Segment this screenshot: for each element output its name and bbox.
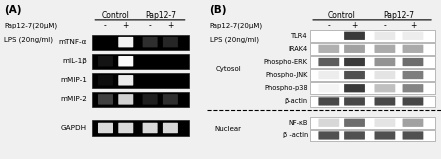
FancyBboxPatch shape bbox=[403, 97, 423, 106]
Bar bbox=[310, 117, 435, 128]
FancyBboxPatch shape bbox=[374, 45, 395, 53]
Text: Pap12-7: Pap12-7 bbox=[145, 11, 176, 20]
Text: Phospho-JNK: Phospho-JNK bbox=[265, 72, 308, 78]
Bar bbox=[310, 82, 435, 94]
FancyBboxPatch shape bbox=[374, 58, 395, 66]
FancyBboxPatch shape bbox=[118, 123, 133, 133]
FancyBboxPatch shape bbox=[344, 131, 365, 140]
FancyBboxPatch shape bbox=[344, 97, 365, 106]
FancyBboxPatch shape bbox=[344, 119, 365, 127]
Text: β -actin: β -actin bbox=[283, 132, 308, 138]
Text: mTNF-α: mTNF-α bbox=[59, 39, 87, 45]
Text: -: - bbox=[149, 21, 152, 31]
Text: Pap12-7: Pap12-7 bbox=[383, 11, 415, 20]
Bar bbox=[92, 35, 189, 50]
FancyBboxPatch shape bbox=[374, 84, 395, 92]
Text: -: - bbox=[104, 21, 107, 31]
FancyBboxPatch shape bbox=[118, 75, 133, 86]
FancyBboxPatch shape bbox=[344, 32, 365, 40]
FancyBboxPatch shape bbox=[98, 123, 113, 133]
FancyBboxPatch shape bbox=[403, 119, 423, 127]
FancyBboxPatch shape bbox=[163, 94, 178, 105]
FancyBboxPatch shape bbox=[318, 58, 339, 66]
Text: Cytosol: Cytosol bbox=[216, 66, 241, 72]
FancyBboxPatch shape bbox=[98, 75, 113, 86]
Text: Pap12-7(20μM): Pap12-7(20μM) bbox=[209, 22, 263, 29]
Text: Control: Control bbox=[102, 11, 130, 20]
FancyBboxPatch shape bbox=[344, 84, 365, 92]
Text: Control: Control bbox=[328, 11, 355, 20]
FancyBboxPatch shape bbox=[98, 94, 113, 105]
Text: -: - bbox=[384, 21, 386, 31]
FancyBboxPatch shape bbox=[403, 131, 423, 140]
FancyBboxPatch shape bbox=[142, 94, 157, 105]
Text: (B): (B) bbox=[209, 5, 227, 15]
Text: Phospho-p38: Phospho-p38 bbox=[264, 85, 308, 91]
Bar bbox=[310, 30, 435, 41]
FancyBboxPatch shape bbox=[98, 56, 113, 66]
FancyBboxPatch shape bbox=[403, 58, 423, 66]
Bar bbox=[310, 69, 435, 81]
FancyBboxPatch shape bbox=[142, 123, 157, 133]
Text: Pap12-7(20μM): Pap12-7(20μM) bbox=[4, 22, 57, 29]
FancyBboxPatch shape bbox=[118, 56, 133, 66]
FancyBboxPatch shape bbox=[374, 119, 395, 127]
Text: +: + bbox=[410, 21, 416, 31]
FancyBboxPatch shape bbox=[403, 45, 423, 53]
FancyBboxPatch shape bbox=[344, 58, 365, 66]
FancyBboxPatch shape bbox=[374, 97, 395, 106]
FancyBboxPatch shape bbox=[318, 131, 339, 140]
FancyBboxPatch shape bbox=[374, 32, 395, 40]
FancyBboxPatch shape bbox=[318, 119, 339, 127]
Text: β-actin: β-actin bbox=[284, 98, 308, 104]
FancyBboxPatch shape bbox=[374, 71, 395, 79]
FancyBboxPatch shape bbox=[318, 84, 339, 92]
Bar bbox=[92, 121, 189, 135]
Text: mMIP-1: mMIP-1 bbox=[60, 77, 87, 83]
Text: +: + bbox=[167, 21, 174, 31]
FancyBboxPatch shape bbox=[403, 32, 423, 40]
FancyBboxPatch shape bbox=[118, 37, 133, 47]
Text: Phospho-ERK: Phospho-ERK bbox=[264, 59, 308, 65]
FancyBboxPatch shape bbox=[118, 94, 133, 105]
Text: mIL-1β: mIL-1β bbox=[62, 58, 87, 64]
Text: mMIP-2: mMIP-2 bbox=[60, 96, 87, 102]
Bar bbox=[310, 56, 435, 68]
Text: +: + bbox=[123, 21, 129, 31]
Text: Nuclear: Nuclear bbox=[215, 126, 242, 132]
Text: NF-κB: NF-κB bbox=[288, 120, 308, 126]
Text: TLR4: TLR4 bbox=[291, 33, 308, 39]
FancyBboxPatch shape bbox=[344, 45, 365, 53]
Text: -: - bbox=[327, 21, 330, 31]
FancyBboxPatch shape bbox=[163, 123, 178, 133]
FancyBboxPatch shape bbox=[403, 71, 423, 79]
Bar bbox=[92, 92, 189, 107]
FancyBboxPatch shape bbox=[142, 37, 157, 47]
Bar bbox=[310, 96, 435, 107]
FancyBboxPatch shape bbox=[403, 84, 423, 92]
FancyBboxPatch shape bbox=[344, 71, 365, 79]
Bar bbox=[92, 54, 189, 69]
Text: LPS (20ng/ml): LPS (20ng/ml) bbox=[4, 37, 53, 43]
Bar bbox=[92, 73, 189, 88]
Text: (A): (A) bbox=[4, 5, 22, 15]
FancyBboxPatch shape bbox=[318, 45, 339, 53]
Text: LPS (20ng/ml): LPS (20ng/ml) bbox=[209, 37, 258, 43]
Text: +: + bbox=[351, 21, 358, 31]
FancyBboxPatch shape bbox=[318, 71, 339, 79]
FancyBboxPatch shape bbox=[318, 97, 339, 106]
Text: GAPDH: GAPDH bbox=[61, 125, 87, 131]
FancyBboxPatch shape bbox=[374, 131, 395, 140]
Bar bbox=[310, 43, 435, 55]
Text: IRAK4: IRAK4 bbox=[288, 46, 308, 52]
Bar bbox=[310, 130, 435, 141]
FancyBboxPatch shape bbox=[163, 37, 178, 47]
